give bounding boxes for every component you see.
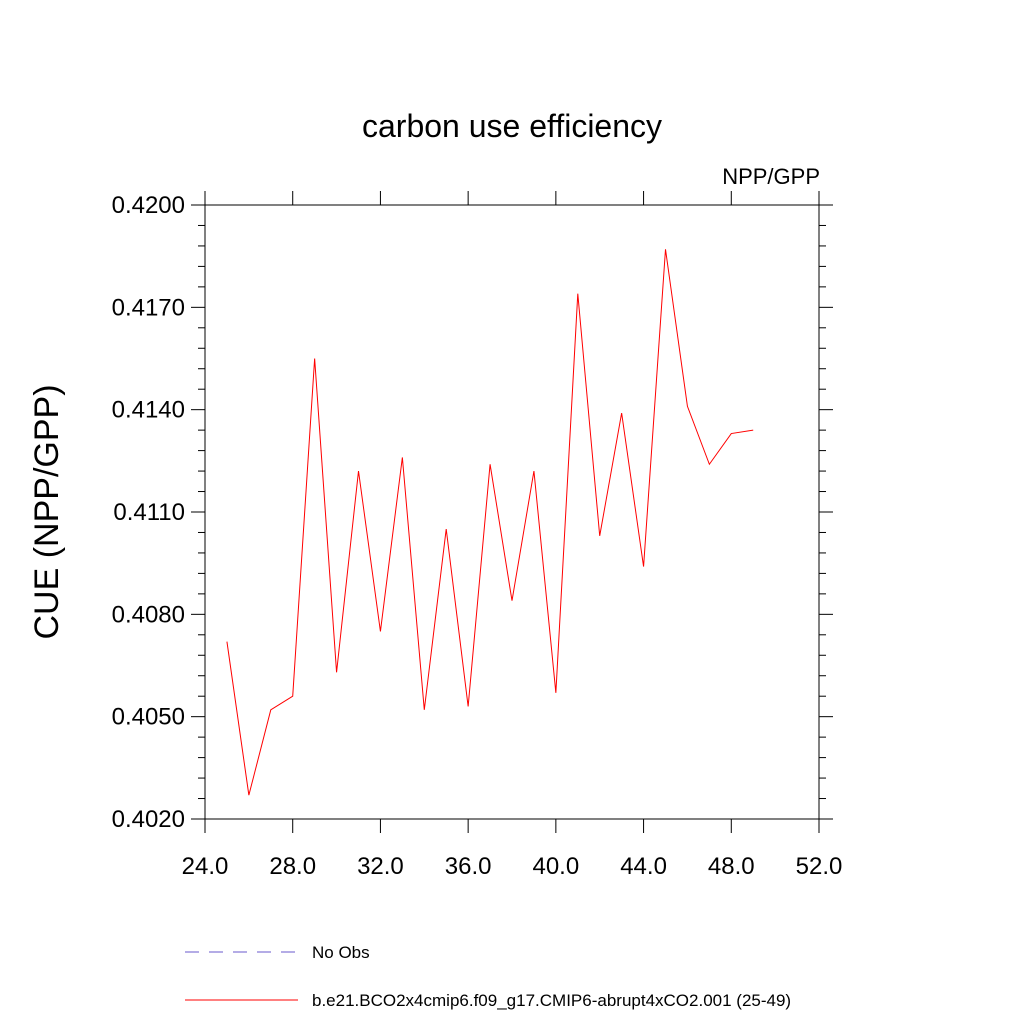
x-tick-label: 48.0 <box>708 853 755 880</box>
x-tick-label: 52.0 <box>796 853 843 880</box>
legend: No Obs b.e21.BCO2x4cmip6.f09_g17.CMIP6-ab… <box>185 943 791 1010</box>
legend-label: b.e21.BCO2x4cmip6.f09_g17.CMIP6-abrupt4x… <box>312 991 791 1010</box>
x-tick-label: 36.0 <box>445 853 492 880</box>
y-tick-label: 0.4200 <box>112 192 185 219</box>
y-tick-label: 0.4020 <box>112 806 185 833</box>
x-tick-label: 24.0 <box>182 853 229 880</box>
x-tick-label: 40.0 <box>532 853 579 880</box>
plot-frame <box>204 204 820 820</box>
y-tick-label: 0.4170 <box>112 294 185 321</box>
series-layer <box>226 249 754 796</box>
y-axis: 0.4020 0.4050 0.4080 0.4110 0.4140 0.4170 0.42… <box>112 192 833 833</box>
y-tick-label: 0.4080 <box>112 601 185 628</box>
legend-label: No Obs <box>312 943 370 962</box>
x-tick-label: 44.0 <box>620 853 667 880</box>
y-tick-label: 0.4050 <box>112 704 185 731</box>
x-tick-label: 32.0 <box>357 853 404 880</box>
chart-subtitle: NPP/GPP <box>722 164 820 189</box>
y-axis-label: CUE (NPP/GPP) <box>28 384 66 639</box>
series-line <box>226 249 754 796</box>
y-tick-label: 0.4110 <box>113 499 185 526</box>
x-axis: 24.0 28.0 32.0 36.0 40.0 44.0 48.0 52.0 <box>182 191 843 880</box>
y-tick-label: 0.4140 <box>112 397 185 424</box>
x-tick-label: 28.0 <box>269 853 316 880</box>
chart-title: carbon use efficiency <box>362 108 662 144</box>
